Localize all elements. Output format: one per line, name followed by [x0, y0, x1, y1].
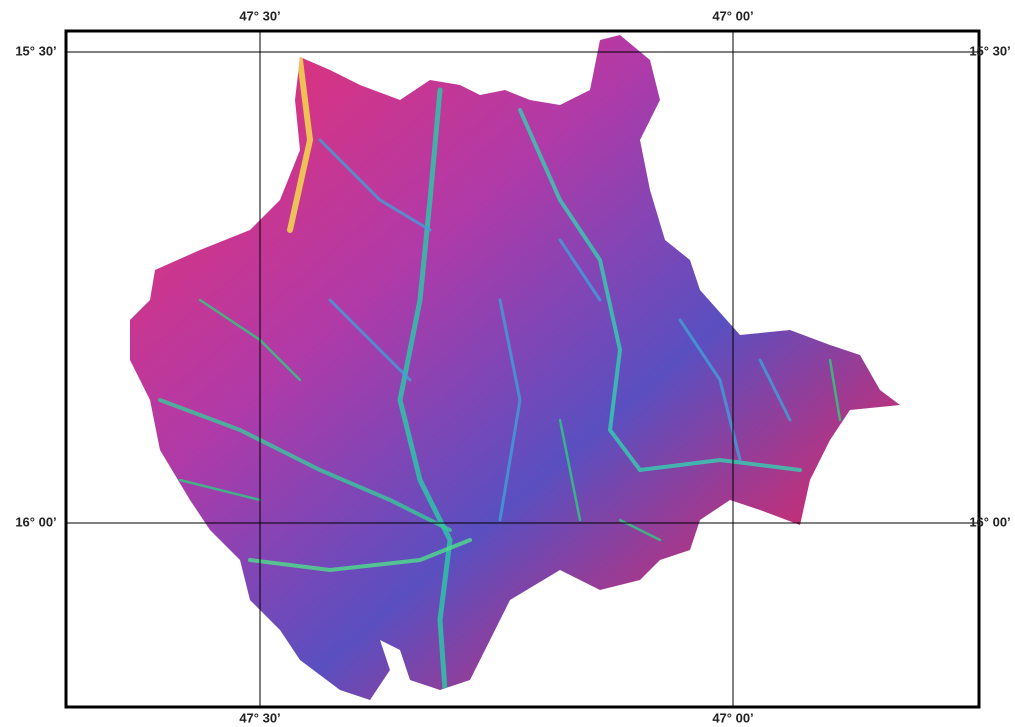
longitude-label: 47° 30’ — [239, 710, 280, 725]
longitude-label: 47° 00’ — [712, 710, 753, 725]
longitude-label: 47° 00’ — [712, 8, 753, 23]
latitude-label: 16° 00’ — [15, 514, 56, 529]
relief-region — [130, 35, 900, 700]
latitude-label: 16° 00’ — [969, 514, 1010, 529]
latitude-label: 15° 30’ — [969, 43, 1010, 58]
latitude-label: 15° 30’ — [15, 43, 56, 58]
map: 47° 30’ 47° 00’ 47° 30’ 47° 00’ 15° 30’ … — [0, 0, 1015, 727]
longitude-label: 47° 30’ — [239, 8, 280, 23]
page: 47° 30’ 47° 00’ 47° 30’ 47° 00’ 15° 30’ … — [0, 0, 1015, 727]
